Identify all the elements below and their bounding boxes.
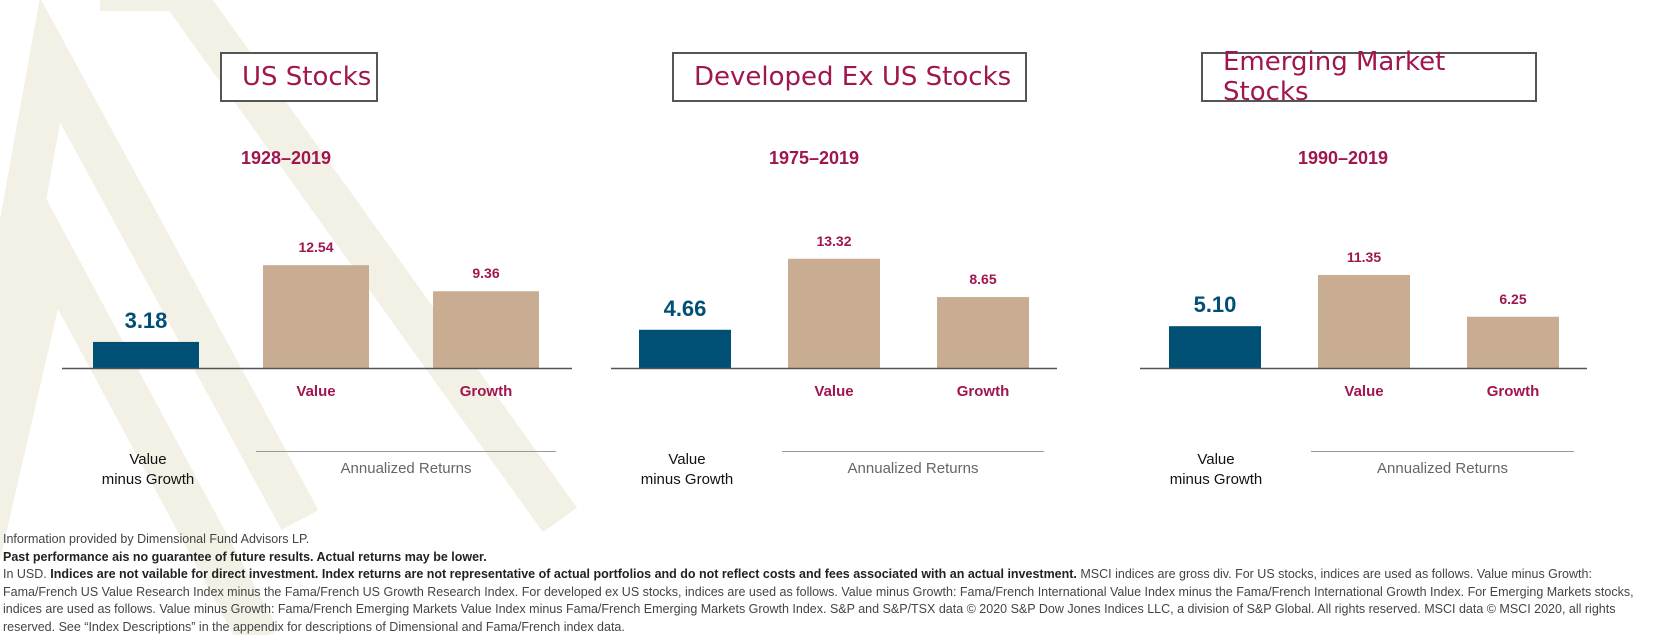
bar-growth	[433, 291, 539, 368]
chart-panel-us-stocks: US Stocks 1928–2019 3.18 12.54 Value 9.36 Gr…	[0, 0, 580, 520]
data-label: 4.66	[664, 296, 707, 321]
index-details-text: MSCI indices are gross div. For US stock…	[3, 567, 1634, 634]
bar-value	[263, 265, 369, 368]
vmg-label-line2: minus Growth	[1169, 471, 1263, 488]
bar-value	[788, 258, 880, 368]
period-label: 1990–2019	[1297, 148, 1389, 168]
vmg-label-line2: minus Growth	[101, 471, 195, 488]
data-label: 5.10	[1194, 292, 1237, 317]
data-label: 9.36	[472, 265, 499, 281]
chart-title: Emerging Market Stocks	[1223, 47, 1446, 107]
bar-chart: 4.66 13.32 Value 8.65 Growth	[611, 233, 1057, 400]
bar-value-minus-growth	[639, 329, 731, 368]
chart-panel-developed-ex-us: Developed Ex US Stocks 1975–2019 4.66 13.…	[607, 52, 1057, 490]
footnote-index-details: In USD. Indices are not vailable for dir…	[3, 566, 1655, 636]
footnotes: Information provided by Dimensional Fund…	[3, 531, 1655, 636]
annualized-returns-label: Annualized Returns	[1377, 460, 1508, 477]
disclaimer-text: Past performance ais no guarantee of fut…	[3, 549, 487, 564]
annualized-returns-label: Annualized Returns	[340, 460, 472, 477]
bar-chart: 5.10 11.35 Value 6.25 Growth	[1140, 249, 1587, 400]
data-label: 8.65	[969, 271, 996, 287]
chart-title: US Stocks	[242, 62, 372, 92]
value-minus-growth-label: Value minus Growth	[607, 450, 767, 490]
period-label: 1975–2019	[768, 148, 860, 168]
value-minus-growth-label: Value minus Growth	[68, 450, 228, 490]
category-label-growth: Growth	[1487, 383, 1540, 400]
chart-panel-emerging-markets: Emerging Market Stocks 1990–2019 5.10 11.…	[1136, 47, 1587, 490]
data-label: 3.18	[125, 308, 168, 333]
data-label: 13.32	[816, 233, 851, 249]
category-label-growth: Growth	[957, 383, 1010, 400]
bar-chart: 3.18 12.54 Value 9.36 Growth	[62, 239, 572, 400]
category-label-growth: Growth	[460, 383, 513, 400]
period-label: 1928–2019	[240, 148, 332, 168]
footnote-disclaimer: Past performance ais no guarantee of fut…	[3, 549, 1655, 567]
index-details-prefix: In USD.	[3, 567, 51, 581]
chart-title-box: Emerging Market Stocks	[1201, 47, 1537, 107]
vmg-label-line2: minus Growth	[640, 471, 734, 488]
chart-title-box: Developed Ex US Stocks	[672, 52, 1027, 102]
data-label: 12.54	[298, 239, 333, 255]
vmg-label-line1: Value	[1197, 451, 1235, 468]
data-label: 6.25	[1499, 291, 1526, 307]
data-label: 11.35	[1347, 249, 1381, 265]
vmg-label-line1: Value	[668, 451, 706, 468]
index-details-bold: Indices are not vailable for direct inve…	[50, 567, 1077, 581]
annualized-returns-divider	[782, 451, 1044, 452]
bar-value	[1318, 274, 1410, 368]
chart-title: Developed Ex US Stocks	[694, 62, 1012, 92]
vmg-label-line1: Value	[129, 451, 167, 468]
bar-value-minus-growth	[93, 341, 199, 368]
category-label-value: Value	[814, 383, 853, 400]
annualized-returns-divider	[1311, 451, 1574, 452]
value-minus-growth-label: Value minus Growth	[1136, 450, 1296, 490]
bar-value-minus-growth	[1169, 326, 1261, 368]
annualized-returns-label: Annualized Returns	[847, 460, 979, 477]
category-label-value: Value	[296, 383, 335, 400]
bar-growth	[1467, 316, 1559, 368]
annualized-returns-divider	[256, 451, 556, 452]
chart-title-box: US Stocks	[220, 52, 378, 102]
category-label-value: Value	[1344, 383, 1383, 400]
footnote-source: Information provided by Dimensional Fund…	[3, 532, 310, 546]
bar-growth	[937, 297, 1029, 368]
